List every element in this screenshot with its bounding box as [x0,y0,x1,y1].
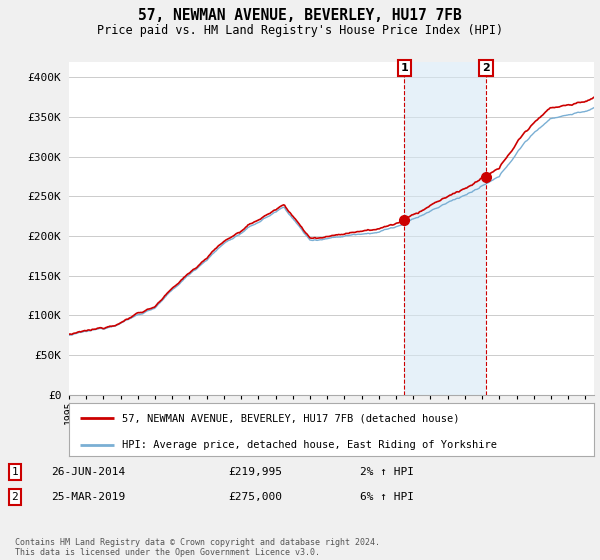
Text: 1: 1 [11,467,19,477]
Text: £219,995: £219,995 [228,467,282,477]
Text: 6% ↑ HPI: 6% ↑ HPI [360,492,414,502]
Bar [404,62,486,395]
Text: 1: 1 [400,63,408,73]
Text: HPI: Average price, detached house, East Riding of Yorkshire: HPI: Average price, detached house, East… [121,440,497,450]
Text: 2: 2 [482,63,490,73]
Text: 2% ↑ HPI: 2% ↑ HPI [360,467,414,477]
Text: 57, NEWMAN AVENUE, BEVERLEY, HU17 7FB: 57, NEWMAN AVENUE, BEVERLEY, HU17 7FB [138,8,462,24]
Text: 25-MAR-2019: 25-MAR-2019 [51,492,125,502]
Text: Contains HM Land Registry data © Crown copyright and database right 2024.
This d: Contains HM Land Registry data © Crown c… [15,538,380,557]
Text: 57, NEWMAN AVENUE, BEVERLEY, HU17 7FB (detached house): 57, NEWMAN AVENUE, BEVERLEY, HU17 7FB (d… [121,413,459,423]
Text: 2: 2 [11,492,19,502]
Text: 26-JUN-2014: 26-JUN-2014 [51,467,125,477]
Text: £275,000: £275,000 [228,492,282,502]
Text: Price paid vs. HM Land Registry's House Price Index (HPI): Price paid vs. HM Land Registry's House … [97,24,503,36]
